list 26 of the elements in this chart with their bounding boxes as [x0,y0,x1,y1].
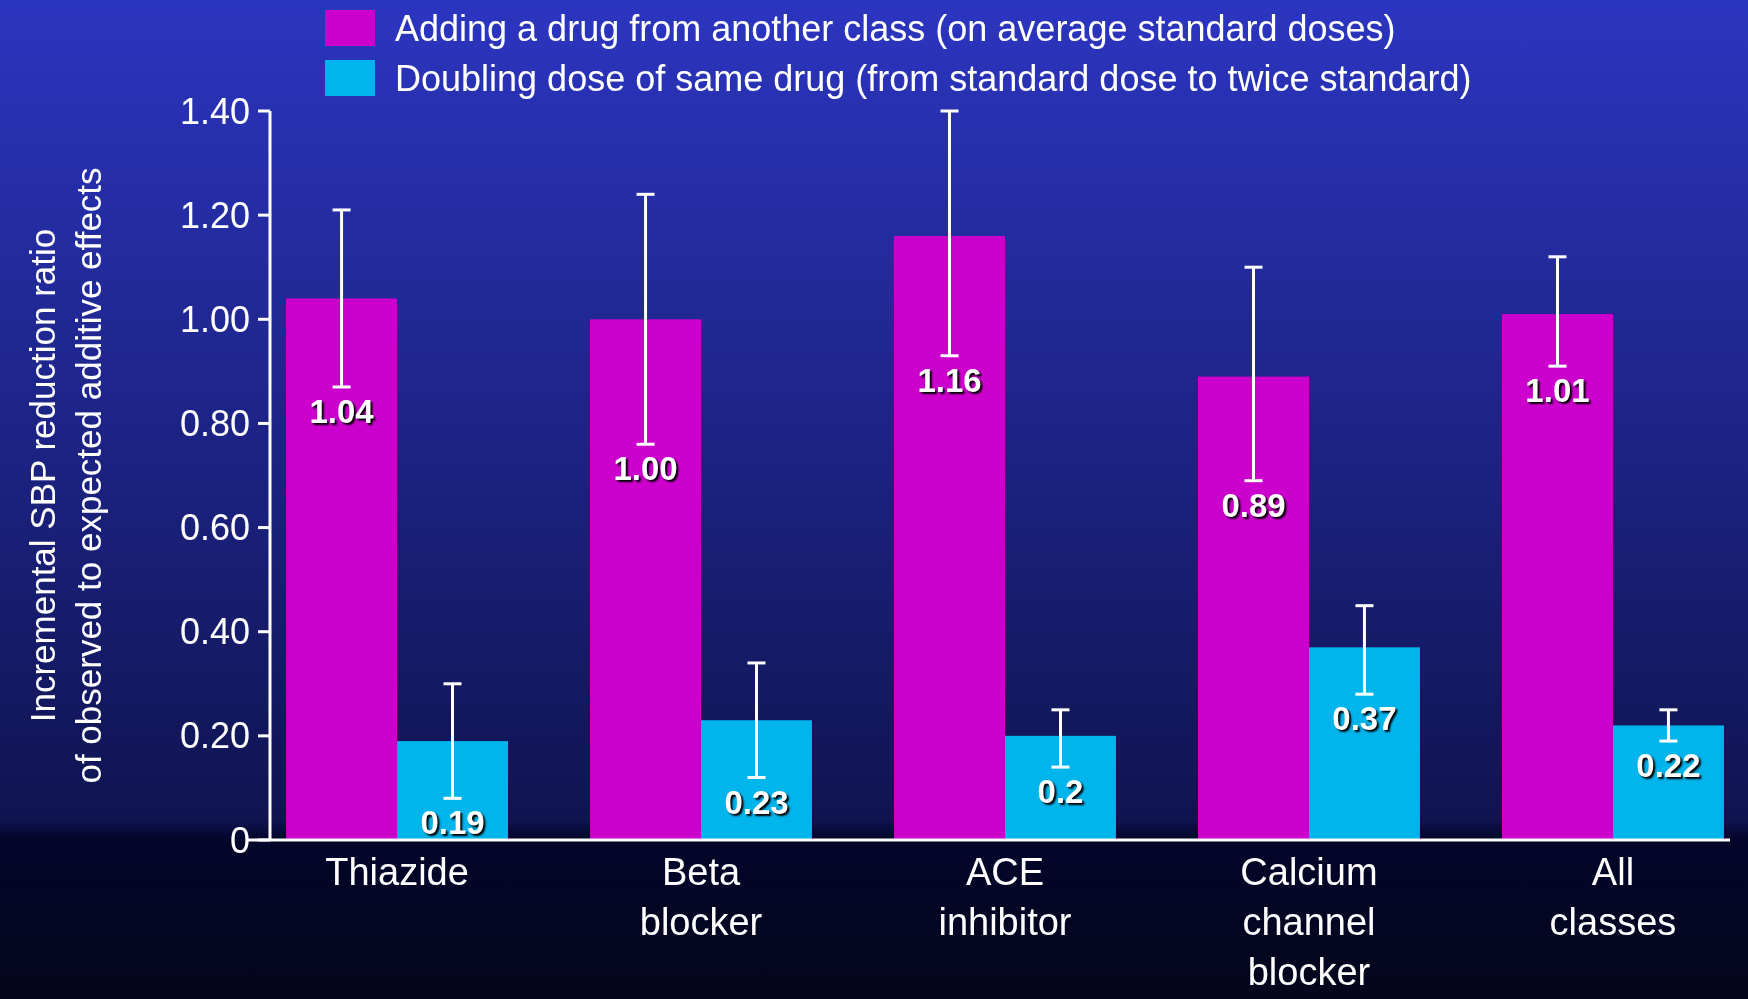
y-tick-label: 1.40 [179,90,250,132]
x-tick-label: Beta blocker [639,851,763,943]
y-axis-title: Incremental SBP reduction ratio of observed to expected additive effects [23,167,108,784]
x-tick-label: All classes [1549,851,1677,943]
data-label: 0.2 [1037,773,1084,811]
data-label: 0.89 [1221,486,1286,524]
data-label: 1.16 [917,361,982,399]
x-tick-label: ACE inhibitor [938,851,1072,943]
data-label: 1.04 [309,392,375,430]
legend-label: Doubling dose of same drug (from standard dose to twice standard) [395,57,1472,99]
data-label: 0.22 [1636,747,1701,785]
y-tick-label: 1.00 [179,298,250,340]
y-tick-label: 0.20 [179,715,250,757]
y-tick-label: 0.80 [179,403,250,445]
x-tick-label: Calcium channel blocker [1240,851,1378,993]
y-tick-label: 0.60 [179,507,250,549]
x-tick-label: Thiazide [325,851,469,893]
data-label: 0.19 [420,804,485,841]
y-tick-label: 0.40 [179,611,250,653]
data-label: 0.23 [724,783,789,821]
data-label: 1.00 [613,450,678,488]
data-label: 0.37 [1332,700,1397,738]
legend-label: Adding a drug from another class (on average standard doses) [395,7,1396,49]
y-tick-label: 1.20 [179,194,250,236]
y-tick-label: 0 [229,819,250,861]
data-label: 1.01 [1525,372,1590,410]
